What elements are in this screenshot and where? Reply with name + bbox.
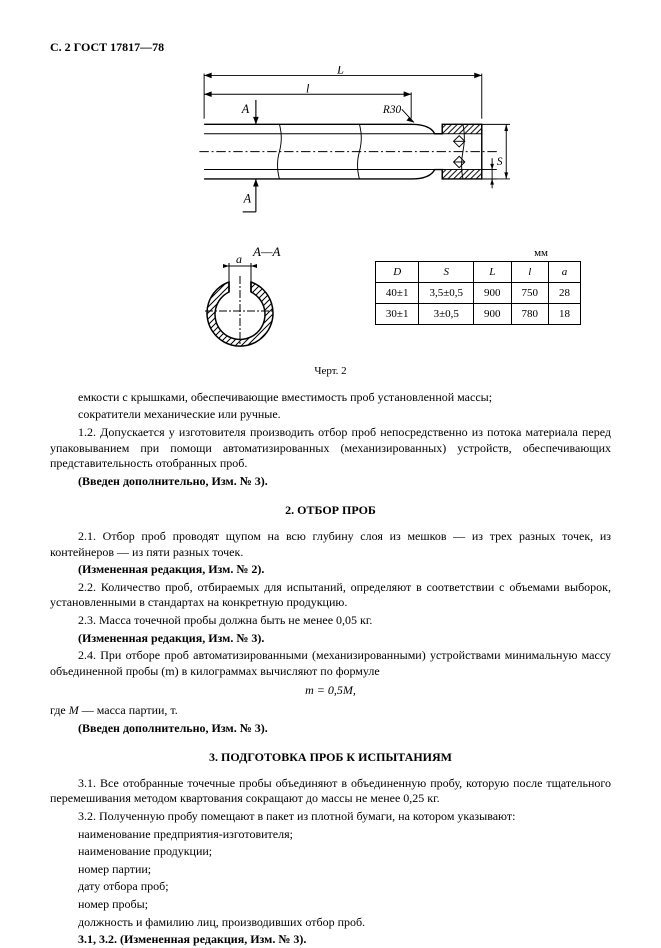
formula: m = 0,5M, <box>50 683 611 699</box>
note-2-3: (Измененная редакция, Изм. № 3). <box>50 631 611 647</box>
col-D: D <box>375 261 419 282</box>
table-unit: мм <box>534 246 548 260</box>
para-2-2: 2.2. Количество проб, отбираемых для исп… <box>50 580 611 611</box>
dim-l: l <box>306 81 310 95</box>
para-3-2b: наименование продукции; <box>50 844 611 860</box>
page-header: С. 2 ГОСТ 17817—78 <box>50 40 611 56</box>
para-3-2d: дату отбора проб; <box>50 879 611 895</box>
section-3-title: 3. ПОДГОТОВКА ПРОБ К ИСПЫТАНИЯМ <box>50 750 611 766</box>
dim-L: L <box>336 66 344 77</box>
note-3-1-3-2: 3.1, 3.2. (Измененная редакция, Изм. № 3… <box>50 932 611 948</box>
note-2-4: (Введен дополнительно, Изм. № 3). <box>50 721 611 737</box>
para-3-2: 3.2. Полученную пробу помещают в пакет и… <box>50 809 611 825</box>
table-row: 30±1 3±0,5 900 780 18 <box>375 304 580 325</box>
para-2-1: 2.1. Отбор проб проводят щупом на всю гл… <box>50 529 611 560</box>
para-3-2c: номер партии; <box>50 862 611 878</box>
col-S: S <box>419 261 474 282</box>
label-R30: R30 <box>382 104 402 116</box>
para-2-4: 2.4. При отборе проб автоматизированными… <box>50 648 611 679</box>
para-1-2: 1.2. Допускается у изготовителя производ… <box>50 425 611 472</box>
para-3-1: 3.1. Все отобранные точечные пробы объед… <box>50 776 611 807</box>
main-drawing: L l А R30 S <box>190 66 510 226</box>
label-section-AA: А—А <box>252 246 281 259</box>
dim-S: S <box>497 155 503 167</box>
para-3-2e: номер пробы; <box>50 897 611 913</box>
col-L: L <box>474 261 512 282</box>
section-drawing: А—А а <box>185 246 295 356</box>
section-2-title: 2. ОТБОР ПРОБ <box>50 503 611 519</box>
col-a: a <box>549 261 581 282</box>
para-2-4b: где M — масса партии, т. <box>50 703 611 719</box>
figure-caption: Черт. 2 <box>50 364 611 378</box>
para-3-2f: должность и фамилию лиц, производивших о… <box>50 915 611 931</box>
para-2-3: 2.3. Масса точечной пробы должна быть не… <box>50 613 611 629</box>
figure-area: L l А R30 S <box>50 66 611 356</box>
dim-a: а <box>236 252 242 266</box>
label-A-bot: А <box>243 191 252 205</box>
para-containers: емкости с крышками, обеспечивающие вмест… <box>50 390 611 406</box>
dimensions-table: D S L l a 40±1 3,5±0,5 900 750 28 30±1 3… <box>375 261 581 326</box>
table-row: 40±1 3,5±0,5 900 750 28 <box>375 282 580 303</box>
para-reducers: сократители механические или ручные. <box>50 407 611 423</box>
note-1-2: (Введен дополнительно, Изм. № 3). <box>50 474 611 490</box>
note-2-1: (Измененная редакция, Изм. № 2). <box>50 562 611 578</box>
para-3-2a: наименование предприятия-изготовителя; <box>50 827 611 843</box>
label-A-top: А <box>241 102 250 116</box>
col-l: l <box>511 261 549 282</box>
